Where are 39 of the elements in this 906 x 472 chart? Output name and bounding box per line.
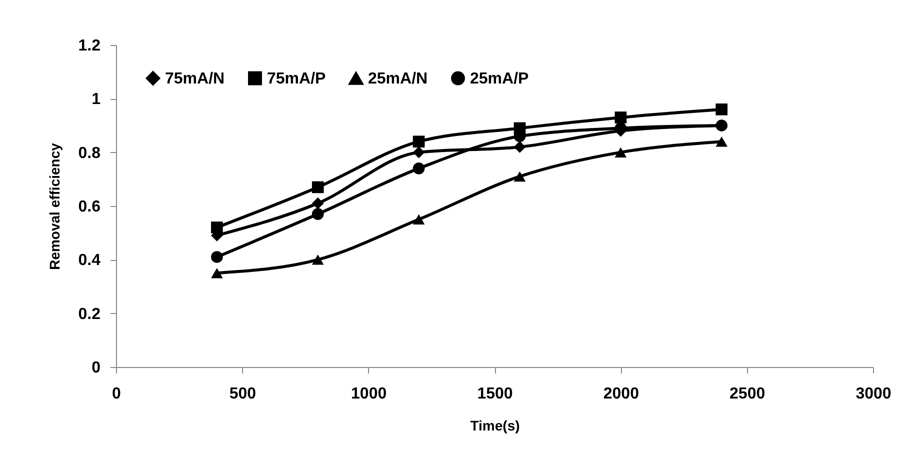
y-axis-title: Removal efficiency — [46, 142, 62, 270]
point — [412, 162, 425, 174]
point — [514, 171, 526, 182]
point — [211, 251, 223, 263]
point — [312, 208, 324, 220]
x-tick-label: 3000 — [856, 386, 892, 402]
x-tick-label: 500 — [229, 386, 256, 402]
point — [412, 136, 425, 148]
point — [614, 147, 627, 158]
x-tick-label: 1500 — [477, 386, 513, 402]
point — [312, 181, 324, 194]
y-tick-label: 0 — [92, 360, 101, 376]
y-tick-label: 0.8 — [78, 144, 101, 162]
point — [312, 254, 324, 265]
point — [614, 112, 627, 124]
point — [412, 214, 425, 225]
y-tick-label: 0.4 — [78, 252, 101, 270]
y-tick-label: 0.2 — [78, 306, 101, 323]
point — [211, 268, 223, 278]
legend-label: 75mA/P — [267, 70, 326, 88]
x-tick-label: 0 — [112, 386, 122, 402]
legend-label: 25mA/P — [470, 70, 530, 88]
point — [211, 222, 223, 234]
point — [514, 141, 526, 153]
point — [716, 136, 728, 147]
legend-label: 25mA/N — [368, 70, 428, 88]
y-tick-label: 1.2 — [78, 38, 101, 54]
legend-label: 75mA/N — [165, 70, 225, 88]
x-tick-label: 2500 — [730, 386, 766, 402]
point — [312, 197, 324, 210]
x-tick-label: 1000 — [351, 386, 387, 402]
x-tick-label: 2000 — [603, 386, 640, 402]
point — [614, 122, 627, 134]
y-tick-label: 1 — [92, 91, 101, 108]
point — [716, 120, 728, 132]
point — [412, 146, 425, 158]
y-tick-label: 0.6 — [78, 198, 101, 216]
x-axis-title: Time(s) — [470, 418, 520, 434]
point — [716, 103, 728, 116]
